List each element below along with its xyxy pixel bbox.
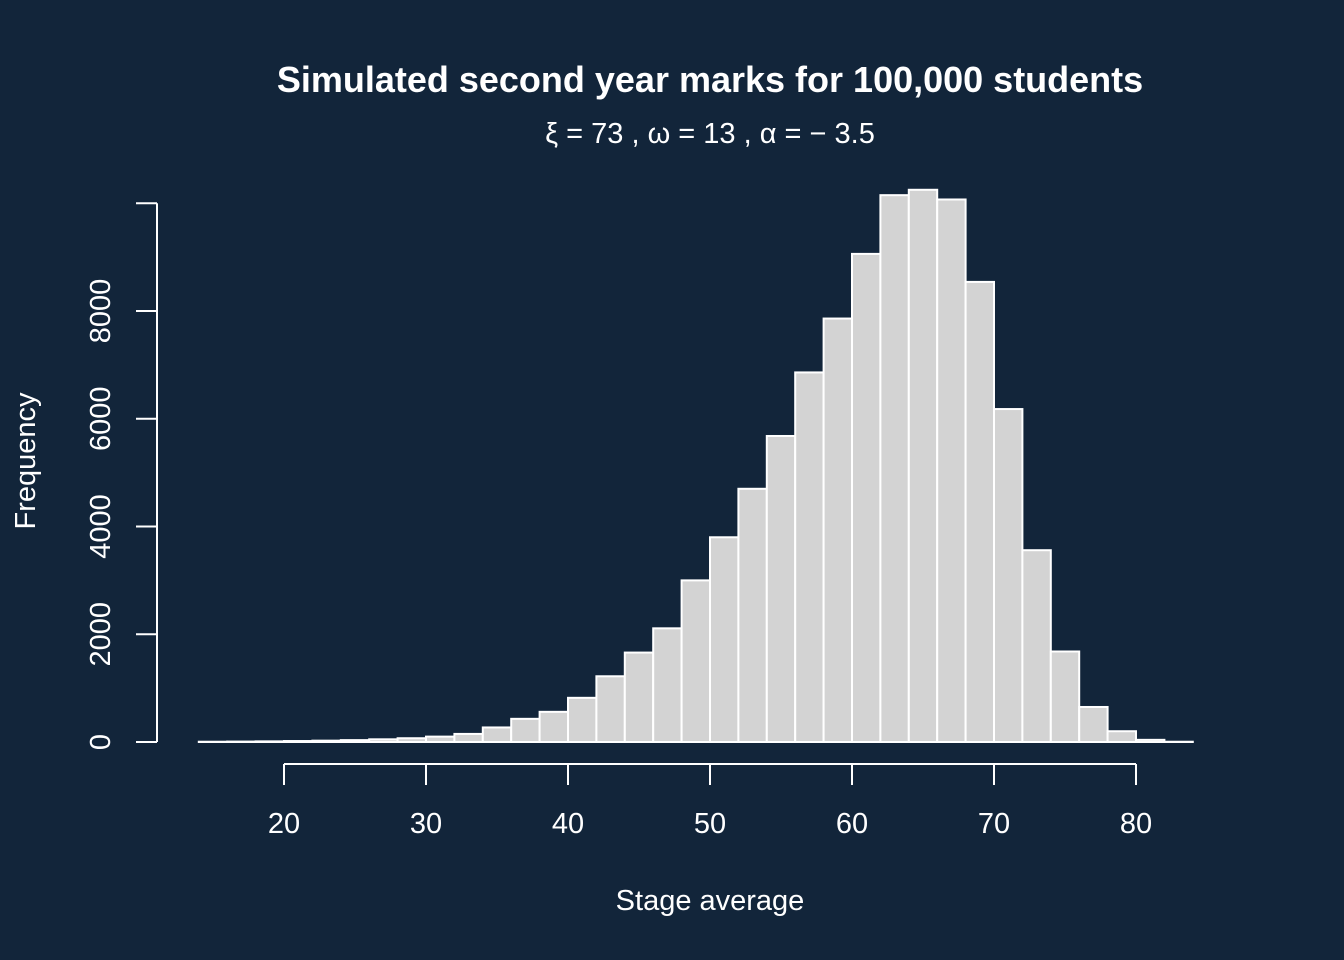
x-axis-label: Stage average <box>616 885 805 917</box>
histogram-bar <box>794 371 825 743</box>
histogram-bar <box>368 738 399 744</box>
bars-group <box>197 188 1194 744</box>
histogram-bar <box>1021 549 1052 744</box>
x-tick-label: 50 <box>694 808 726 840</box>
histogram-bar <box>993 408 1024 743</box>
x-tick-label: 20 <box>268 808 300 840</box>
histogram-bar <box>907 188 939 743</box>
y-tick-label: 6000 <box>85 386 117 451</box>
histogram-bar <box>879 194 910 743</box>
chart-title: Simulated second year marks for 100,000 … <box>277 59 1143 100</box>
histogram-bar <box>765 434 797 743</box>
histogram-bar <box>567 696 598 744</box>
histogram-bar <box>510 717 541 743</box>
histogram-bar <box>851 252 882 744</box>
histogram-bar <box>481 726 513 743</box>
histogram-bar <box>595 675 626 744</box>
histogram-bar <box>822 317 853 743</box>
histogram-bar <box>396 737 428 744</box>
histogram-bar <box>311 739 342 744</box>
histogram-bar <box>283 740 314 744</box>
histogram-bar <box>623 651 655 744</box>
y-tick-label: 8000 <box>85 279 117 344</box>
histogram-bar <box>1049 650 1081 743</box>
chart-subtitle: ξ = 73 , ω = 13 , α = − 3.5 <box>545 118 875 150</box>
histogram-bar <box>453 732 484 744</box>
histogram-bar <box>680 579 711 743</box>
histogram-bar <box>339 739 371 744</box>
y-tick-label: 0 <box>85 734 117 750</box>
histogram-bar <box>652 627 683 743</box>
x-tick-label: 80 <box>1120 808 1152 840</box>
histogram-bar <box>709 536 740 744</box>
histogram-bar <box>1078 705 1109 744</box>
histogram-bar <box>538 710 569 744</box>
histogram-bar <box>936 198 967 743</box>
histogram-bar <box>737 487 768 743</box>
y-axis: 0 2000 4000 6000 8000 <box>85 202 158 750</box>
y-axis-label: Frequency <box>10 392 42 530</box>
x-tick-label: 30 <box>410 808 442 840</box>
y-tick-label: 4000 <box>85 494 117 559</box>
histogram-bar <box>1106 730 1137 743</box>
histogram-bar <box>1135 738 1166 743</box>
x-axis: 20 30 40 50 60 70 80 <box>268 763 1152 840</box>
histogram-bar <box>254 740 286 744</box>
y-tick-label: 2000 <box>85 602 117 667</box>
histogram-bar <box>425 735 456 743</box>
x-tick-label: 60 <box>836 808 868 840</box>
histogram-bar <box>964 280 995 743</box>
x-tick-label: 40 <box>552 808 584 840</box>
x-tick-label: 70 <box>978 808 1010 840</box>
